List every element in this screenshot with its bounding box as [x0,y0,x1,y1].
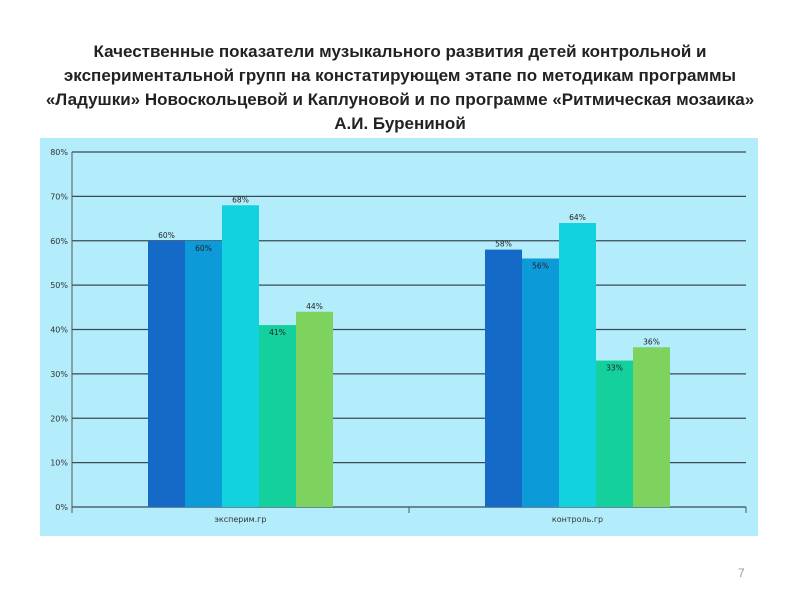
data-label: 44% [306,302,323,311]
chart-area: 0% 10% 20% 30% 40% 50% 60% 70% 80% 60% 60% 68% 41% 4… [40,138,758,536]
y-tick-label: 60% [50,237,68,246]
x-axis-ticks: эксперим.гр контроль.гр [215,515,604,524]
y-tick-label: 0% [55,503,68,512]
bar-chart: 0% 10% 20% 30% 40% 50% 60% 70% 80% 60% 60% 68% 41% 4… [50,148,747,524]
bar [296,311,333,507]
bar [633,347,670,507]
data-label: 36% [643,337,660,346]
bar [522,258,559,507]
bar [259,325,296,507]
y-axis-ticks: 0% 10% 20% 30% 40% 50% 60% 70% 80% [50,148,68,512]
data-labels: 60% 60% 68% 41% 44% 58% 56% 64% 33% 36% [158,195,660,372]
y-tick-label: 40% [50,326,68,335]
y-tick-label: 30% [50,370,68,379]
page-number: 7 [738,566,745,580]
data-label: 60% [195,244,212,253]
data-label: 56% [532,262,549,271]
data-label: 64% [569,213,586,222]
bar [222,205,259,507]
x-tick-label: эксперим.гр [215,515,267,524]
data-label: 68% [232,195,249,204]
y-tick-label: 80% [50,148,68,157]
data-label: 33% [606,364,623,373]
slide-title: Качественные показатели музыкального раз… [45,42,755,133]
y-tick-label: 50% [50,281,68,290]
bar [185,240,222,507]
data-label: 58% [495,240,512,249]
bar [148,240,185,507]
bar [559,223,596,507]
bars [148,205,670,507]
bar [485,249,522,507]
y-tick-label: 20% [50,414,68,423]
y-tick-label: 10% [50,459,68,468]
bar [596,360,633,507]
data-label: 41% [269,328,286,337]
x-tick-label: контроль.гр [552,515,603,524]
y-tick-label: 70% [50,192,68,201]
data-label: 60% [158,231,175,240]
